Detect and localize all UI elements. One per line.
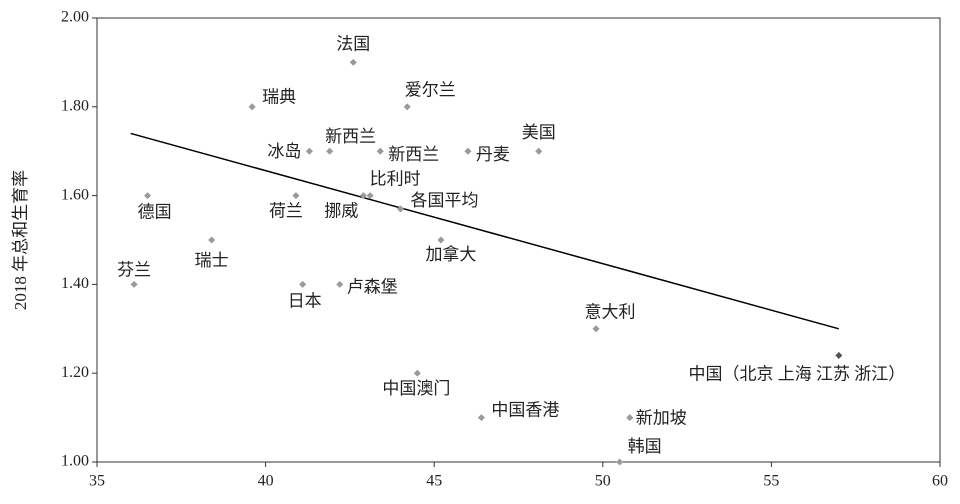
point-label: 各国平均 [410,191,478,210]
point-label: 法国 [336,34,370,53]
y-tick-label: 1.00 [61,453,89,470]
point [437,236,445,244]
point [359,192,367,200]
point-label: 日本 [288,291,322,310]
y-tick-label: 1.80 [61,97,89,114]
point-label: 荷兰 [269,202,303,221]
point [305,147,313,155]
point [396,205,405,213]
point-label: 新西兰 [325,127,376,146]
point [208,236,216,244]
point [336,280,344,288]
point-label: 中国（北京 上海 江苏 浙江） [688,364,905,383]
point [248,103,256,111]
point [464,147,472,155]
point [292,192,300,200]
point [477,414,485,422]
point-label: 新加坡 [636,409,687,428]
point [326,147,334,155]
point [349,58,357,66]
x-tick-label: 55 [763,473,779,490]
point-label: 丹麦 [476,145,510,164]
x-tick-label: 60 [932,473,948,490]
point-label: 中国香港 [491,401,559,420]
point-label: 芬兰 [117,260,151,279]
point [130,280,138,288]
point [299,280,307,288]
x-tick-label: 45 [426,473,442,490]
y-axis-label: 2018 年总和生育率 [11,170,30,310]
y-tick-label: 1.40 [61,275,89,292]
point [535,147,543,155]
x-tick-label: 40 [258,473,274,490]
x-tick-label: 35 [89,473,105,490]
point-label: 美国 [522,123,556,142]
y-tick-label: 1.20 [61,364,89,381]
point-label: 瑞士 [195,251,229,270]
point-label: 意大利 [585,303,636,322]
point-label: 卢森堡 [347,277,398,296]
point-label: 比利时 [370,170,421,189]
point [376,147,384,155]
point-label: 爱尔兰 [405,81,456,100]
point-label: 冰岛 [267,142,301,161]
y-tick-label: 2.00 [61,9,89,26]
point [592,325,600,333]
point [835,351,843,359]
x-tick-label: 50 [595,473,611,490]
point [403,103,411,111]
point-label: 瑞典 [262,88,296,107]
point-label: 挪威 [324,202,358,221]
point-label: 新西兰 [388,145,439,164]
point [616,458,624,466]
y-tick-label: 1.60 [61,186,89,203]
point [626,414,634,422]
point-label: 中国澳门 [382,379,450,398]
trend-line [130,132,840,330]
point-label: 德国 [138,203,172,222]
point [366,192,374,200]
point [413,369,421,377]
point-label: 韩国 [628,437,662,456]
point [144,192,152,200]
plot-frame [96,17,941,463]
point-label: 加拿大 [425,244,476,264]
